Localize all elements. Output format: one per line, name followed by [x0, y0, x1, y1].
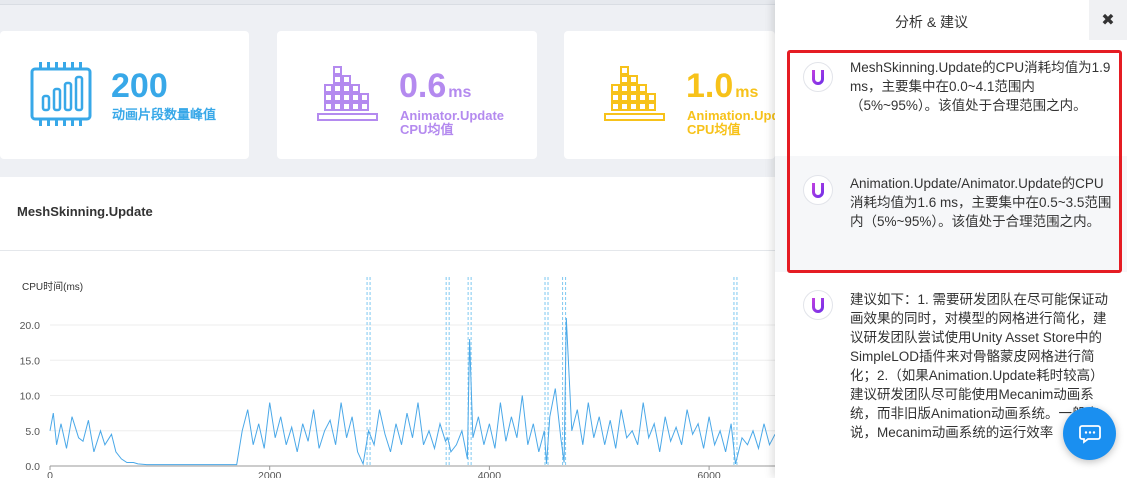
brand-logo-icon	[803, 62, 833, 92]
y-tick-label: 5.0	[25, 426, 40, 438]
suggestion-text: MeshSkinning.Update的CPU消耗均值为1.9 ms，主要集中在…	[850, 60, 1111, 113]
highlight-box	[787, 50, 1122, 273]
y-tick-label: 15.0	[20, 355, 41, 367]
panel-divider	[0, 250, 775, 251]
close-button[interactable]: ✖	[1089, 0, 1127, 40]
bar-histogram-icon	[604, 66, 665, 121]
close-icon: ✖	[1101, 12, 1115, 29]
y-tick-label: 20.0	[20, 320, 41, 332]
brand-logo-icon	[803, 290, 833, 320]
bar-histogram-icon	[317, 66, 378, 121]
x-tick-label: 0	[47, 470, 53, 478]
suggestion-text: 建议如下：1. 需要研发团队在尽可能保证动画效果的同时，对模型的网格进行简化，建…	[850, 292, 1109, 440]
top-bar	[0, 0, 775, 5]
chart-board-icon	[30, 62, 92, 126]
x-tick-label: 4000	[478, 470, 502, 478]
chat-button[interactable]	[1063, 407, 1116, 460]
x-tick-label: 6000	[697, 470, 721, 478]
sidebar-header: 分析 & 建议 ✖	[775, 0, 1127, 40]
y-tick-label: 0.0	[25, 461, 40, 473]
suggestion-item: 建议如下：1. 需要研发团队在尽可能保证动画效果的同时，对模型的网格进行简化，建…	[775, 272, 1127, 478]
stat-value: 200	[111, 67, 168, 105]
suggestion-item: Animation.Update/Animator.Update的CPU消耗均值…	[775, 156, 1127, 272]
stat-card-clip-count: 200 动画片段数量峰值	[0, 31, 249, 159]
panel-title: MeshSkinning.Update	[17, 204, 153, 219]
x-tick-label: 2000	[258, 470, 282, 478]
sidebar-title: 分析 & 建议	[894, 14, 969, 30]
stat-value: 0.6 ms	[399, 67, 472, 105]
analysis-sidebar: 分析 & 建议 ✖ MeshSkinning.Update的CPU消耗均值为1.…	[775, 0, 1127, 478]
stat-label: 动画片段数量峰值	[112, 107, 217, 122]
stat-label: Animator.Update CPU均值	[400, 108, 505, 137]
y-axis-label: CPU时间(ms)	[22, 280, 83, 293]
chart-panel: MeshSkinning.Update CPU时间(ms) 0.0 5.0 10.0 1…	[0, 177, 775, 478]
suggestion-text: Animation.Update/Animator.Update的CPU消耗均值…	[850, 176, 1112, 229]
chat-icon	[1078, 424, 1101, 444]
suggestion-item: MeshSkinning.Update的CPU消耗均值为1.9 ms，主要集中在…	[775, 40, 1127, 156]
series-line	[49, 317, 775, 466]
stat-value: 1.0 ms	[686, 67, 759, 105]
brand-logo-icon	[803, 175, 833, 205]
cpu-time-chart[interactable]: CPU时间(ms) 0.0 5.0 10.0 15.0 20.0 0 2000 4000 6000	[0, 277, 775, 478]
y-tick-label: 10.0	[20, 391, 41, 403]
stat-card-animator-update: 0.6 ms Animator.Update CPU均值	[277, 31, 537, 159]
